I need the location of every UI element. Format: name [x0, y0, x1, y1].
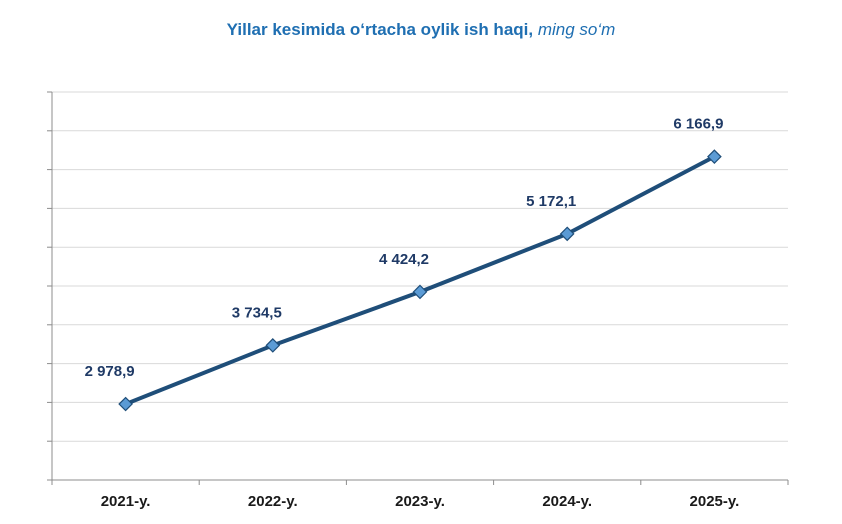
x-tick-label: 2025-y.	[690, 493, 740, 510]
data-label: 5 172,1	[526, 193, 576, 210]
data-label: 6 166,9	[673, 116, 723, 133]
x-tick-label: 2024-y.	[542, 493, 592, 510]
data-point-marker	[412, 284, 428, 300]
series-line	[123, 154, 717, 407]
x-tick-label: 2021-y.	[101, 493, 151, 510]
data-label: 3 734,5	[232, 304, 282, 321]
x-tick-label: 2022-y.	[248, 493, 298, 510]
data-label: 4 424,2	[379, 251, 429, 268]
data-point-marker	[118, 396, 133, 412]
data-point-marker	[265, 338, 281, 353]
chart-title: Yillar kesimida o‘rtacha oylik ish haqi,…	[0, 20, 842, 40]
chart-title-unit: ming so‘m	[537, 20, 616, 39]
data-label: 2 978,9	[85, 363, 135, 380]
chart-title-text: Yillar kesimida o‘rtacha oylik ish haqi,	[226, 20, 534, 39]
x-tick-label: 2023-y.	[395, 493, 445, 510]
data-point-marker	[559, 226, 575, 242]
data-point-marker	[707, 149, 722, 164]
